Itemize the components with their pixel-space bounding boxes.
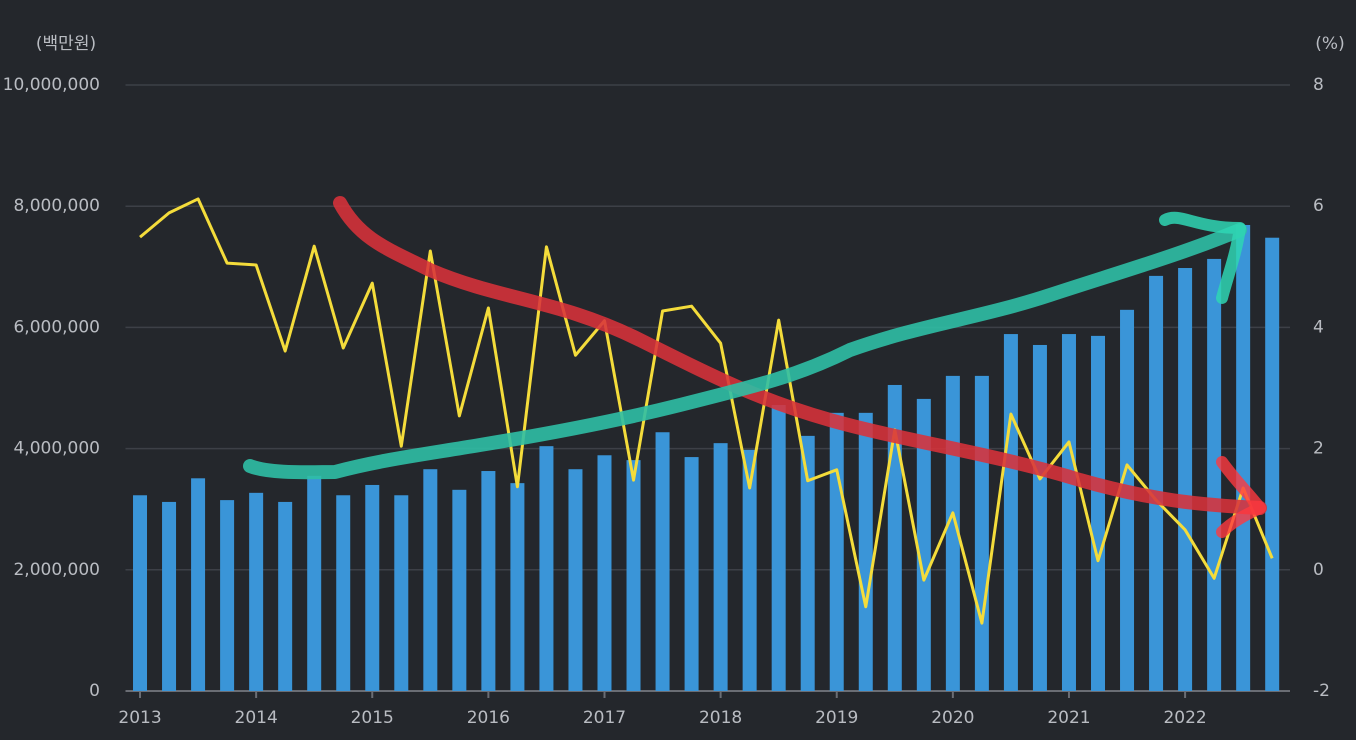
teal-arrow-head: [1159, 211, 1246, 304]
bar: [829, 412, 844, 691]
bar: [191, 478, 206, 691]
red-arrow: [333, 196, 1267, 515]
bar: [133, 495, 148, 691]
bar: [423, 469, 438, 691]
x-tick-label: 2016: [467, 708, 510, 728]
y2-tick-label: 8: [1313, 75, 1324, 95]
bar: [742, 449, 757, 691]
bar: [684, 457, 699, 691]
x-tick-label: 2022: [1163, 708, 1206, 728]
bar: [568, 469, 583, 691]
x-tick-label: 2013: [118, 708, 161, 728]
bar: [539, 446, 554, 691]
annotations: [243, 196, 1267, 538]
bar: [394, 495, 409, 691]
bar: [1032, 344, 1047, 691]
bar: [220, 500, 235, 691]
bar: [800, 435, 815, 691]
y-tick-label: 6,000,000: [13, 317, 100, 337]
bar: [916, 398, 931, 691]
bar: [1149, 275, 1164, 691]
x-tick-label: 2018: [699, 708, 742, 728]
teal-arrow: [243, 223, 1247, 480]
bar: [307, 475, 322, 691]
bar: [365, 484, 380, 691]
x-tick-label: 2021: [1047, 708, 1090, 728]
y-unit-label: (백만원): [36, 34, 96, 54]
bar: [597, 455, 612, 691]
y2-tick-label: 4: [1313, 317, 1324, 337]
x-tick-label: 2015: [351, 708, 394, 728]
bar: [1120, 309, 1135, 691]
y2-tick-label: 6: [1313, 196, 1324, 216]
x-tick-label: 2020: [931, 708, 974, 728]
x-tick-label: 2019: [815, 708, 858, 728]
y-tick-label: 4,000,000: [13, 439, 100, 459]
bar: [974, 375, 989, 691]
bar: [1091, 335, 1106, 691]
y-tick-label: 10,000,000: [3, 75, 100, 95]
y-tick-label: 0: [89, 681, 100, 701]
bar: [713, 443, 728, 691]
bar: [336, 495, 351, 691]
bar: [626, 460, 641, 691]
x-tick-label: 2017: [583, 708, 626, 728]
bar: [771, 404, 786, 691]
y2-tick-label: -2: [1313, 681, 1330, 701]
line: [139, 197, 1274, 625]
bar: [1003, 334, 1018, 691]
y2-unit-label: (%): [1315, 34, 1344, 54]
bar: [1178, 268, 1193, 691]
bar: [1236, 224, 1251, 691]
red-arrow-head: [1216, 456, 1266, 538]
bar: [452, 489, 467, 691]
bar: [655, 432, 670, 691]
marks: [133, 197, 1280, 691]
bar: [1207, 258, 1222, 691]
bar: [1265, 237, 1280, 691]
bar: [1061, 334, 1076, 691]
bar: [249, 492, 264, 691]
bar: [481, 471, 496, 691]
bar: [162, 501, 177, 691]
y2-tick-label: 0: [1313, 560, 1324, 580]
bar: [858, 412, 873, 691]
y2-tick-label: 2: [1313, 439, 1324, 459]
y-tick-label: 2,000,000: [13, 560, 100, 580]
x-tick-label: 2014: [235, 708, 278, 728]
bar: [278, 501, 293, 691]
bar: [887, 384, 902, 691]
y-tick-label: 8,000,000: [13, 196, 100, 216]
bar: [510, 483, 525, 691]
